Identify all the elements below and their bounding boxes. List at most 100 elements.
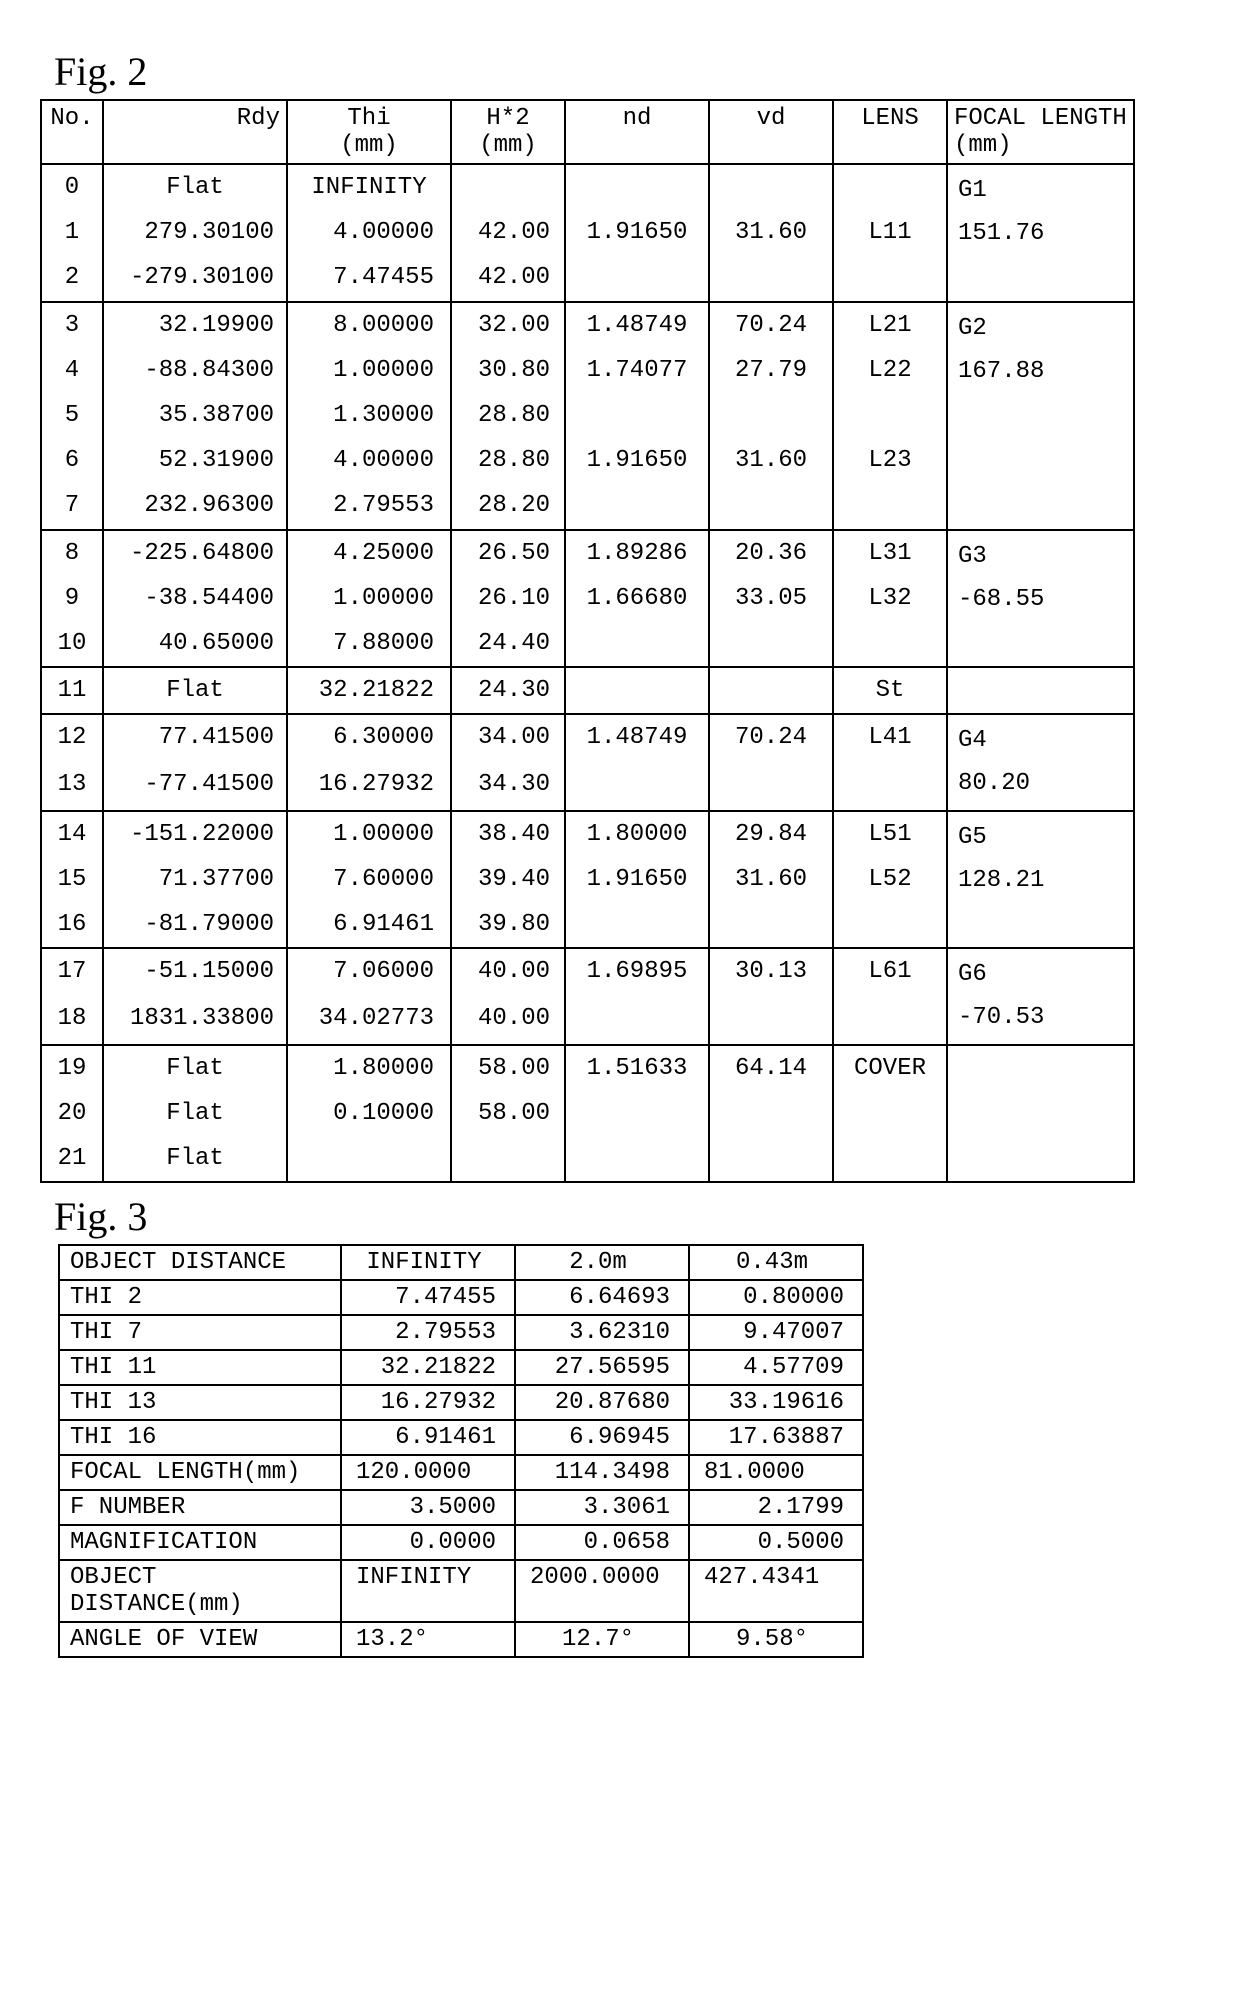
cell-lens: L31 [833, 530, 947, 576]
cell-lens [833, 483, 947, 529]
row-label: FOCAL LENGTH(mm) [59, 1455, 341, 1490]
cell-rdy: -88.84300 [103, 348, 287, 393]
cell-nd [565, 483, 709, 529]
figure-2-label: Fig. 2 [54, 48, 1210, 95]
cell-no: 3 [41, 302, 103, 348]
table-row: 11Flat32.2182224.30St [41, 667, 1134, 714]
table-row: 1277.415006.3000034.001.4874970.24L41G4 … [41, 714, 1134, 762]
cell-vd [709, 667, 833, 714]
cell-no: 0 [41, 164, 103, 210]
cell-lens: L32 [833, 576, 947, 621]
cell-lens [833, 1136, 947, 1182]
cell-no: 9 [41, 576, 103, 621]
cell-rdy: 279.30100 [103, 210, 287, 255]
cell-value: 2000.0000 [515, 1560, 689, 1622]
cell-rdy: -279.30100 [103, 255, 287, 301]
cell-value: 0.43m [689, 1245, 863, 1280]
cell-rdy: -151.22000 [103, 811, 287, 857]
row-label: OBJECT DISTANCE(mm) [59, 1560, 341, 1622]
cell-thi: 1.00000 [287, 576, 451, 621]
cell-nd [565, 762, 709, 810]
cell-nd: 1.48749 [565, 714, 709, 762]
cell-thi: 32.21822 [287, 667, 451, 714]
cell-no: 16 [41, 902, 103, 948]
table-header-row: No. Rdy Thi (mm) H*2 (mm) nd vd LENS FOC… [41, 100, 1134, 164]
table-row: 0FlatINFINITYG1 151.76 [41, 164, 1134, 210]
col-focal-length: FOCAL LENGTH (mm) [947, 100, 1134, 164]
cell-focal-length: G4 80.20 [947, 714, 1134, 810]
cell-h2: 38.40 [451, 811, 565, 857]
cell-value: 427.4341 [689, 1560, 863, 1622]
cell-nd [565, 1091, 709, 1136]
cell-value: 3.3061 [515, 1490, 689, 1525]
cell-no: 17 [41, 948, 103, 996]
cell-value: 0.0658 [515, 1525, 689, 1560]
table-row: MAGNIFICATION0.00000.06580.5000 [59, 1525, 863, 1560]
cell-value: 120.0000 [341, 1455, 515, 1490]
cell-nd: 1.91650 [565, 438, 709, 483]
cell-focal-length: G2 167.88 [947, 302, 1134, 530]
cell-h2: 28.80 [451, 438, 565, 483]
cell-vd [709, 762, 833, 810]
cell-vd: 27.79 [709, 348, 833, 393]
cell-value: INFINITY [341, 1560, 515, 1622]
cell-value: 0.0000 [341, 1525, 515, 1560]
cell-nd [565, 164, 709, 210]
cell-thi: 6.91461 [287, 902, 451, 948]
cell-rdy: 1831.33800 [103, 996, 287, 1044]
cell-lens [833, 902, 947, 948]
cell-h2: 39.40 [451, 857, 565, 902]
cell-nd: 1.91650 [565, 210, 709, 255]
col-no: No. [41, 100, 103, 164]
cell-no: 1 [41, 210, 103, 255]
cell-vd [709, 1136, 833, 1182]
cell-thi: 4.25000 [287, 530, 451, 576]
cell-lens [833, 621, 947, 667]
row-label: ANGLE OF VIEW [59, 1622, 341, 1657]
cell-value: 20.87680 [515, 1385, 689, 1420]
cell-focal-length: G6 -70.53 [947, 948, 1134, 1044]
cell-rdy: 40.65000 [103, 621, 287, 667]
cell-thi: 7.60000 [287, 857, 451, 902]
cell-value: 6.91461 [341, 1420, 515, 1455]
cell-h2: 30.80 [451, 348, 565, 393]
cell-nd: 1.48749 [565, 302, 709, 348]
cell-thi: 2.79553 [287, 483, 451, 529]
cell-rdy: -51.15000 [103, 948, 287, 996]
col-nd: nd [565, 100, 709, 164]
cell-thi: 7.88000 [287, 621, 451, 667]
cell-vd [709, 996, 833, 1044]
cell-no: 12 [41, 714, 103, 762]
cell-rdy: 35.38700 [103, 393, 287, 438]
col-lens: LENS [833, 100, 947, 164]
cell-no: 4 [41, 348, 103, 393]
cell-value: 2.79553 [341, 1315, 515, 1350]
table-row: 14-151.220001.0000038.401.8000029.84L51G… [41, 811, 1134, 857]
cell-vd [709, 255, 833, 301]
cell-thi: 6.30000 [287, 714, 451, 762]
cell-focal-length [947, 667, 1134, 714]
cell-rdy: -225.64800 [103, 530, 287, 576]
cell-lens: L11 [833, 210, 947, 255]
row-label: THI 7 [59, 1315, 341, 1350]
cell-vd: 70.24 [709, 302, 833, 348]
cell-vd [709, 393, 833, 438]
cell-vd [709, 483, 833, 529]
cell-thi: 7.47455 [287, 255, 451, 301]
cell-h2: 26.50 [451, 530, 565, 576]
cell-nd [565, 902, 709, 948]
cell-value: 9.47007 [689, 1315, 863, 1350]
cell-h2: 26.10 [451, 576, 565, 621]
cell-nd: 1.80000 [565, 811, 709, 857]
cell-h2: 34.00 [451, 714, 565, 762]
cell-no: 18 [41, 996, 103, 1044]
cell-vd: 70.24 [709, 714, 833, 762]
cell-focal-length: G1 151.76 [947, 164, 1134, 302]
cell-h2: 58.00 [451, 1091, 565, 1136]
col-thi: Thi (mm) [287, 100, 451, 164]
cell-lens: L41 [833, 714, 947, 762]
cell-thi: 1.30000 [287, 393, 451, 438]
cell-vd: 29.84 [709, 811, 833, 857]
cell-vd: 64.14 [709, 1045, 833, 1091]
cell-value: 12.7° [515, 1622, 689, 1657]
